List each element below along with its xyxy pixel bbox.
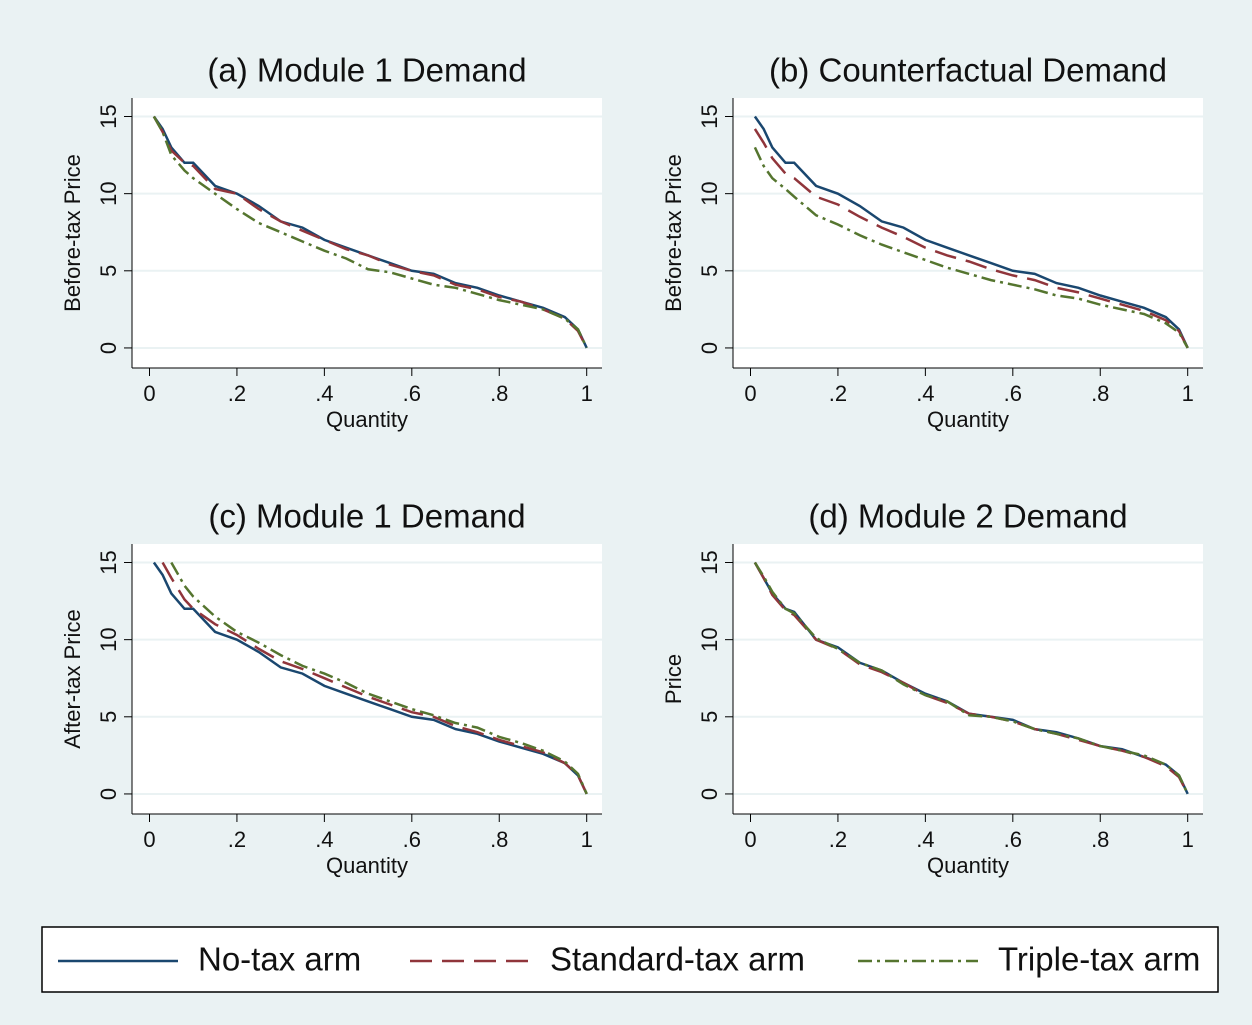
x-tick-label: 0 bbox=[143, 381, 155, 406]
x-tick-label: .2 bbox=[829, 381, 847, 406]
x-tick-label: .2 bbox=[228, 827, 246, 852]
legend-label: No-tax arm bbox=[198, 941, 361, 978]
legend-label: Triple-tax arm bbox=[998, 941, 1200, 978]
x-tick-label: .8 bbox=[1091, 827, 1109, 852]
y-tick-label: 15 bbox=[697, 104, 722, 128]
x-tick-label: .2 bbox=[829, 827, 847, 852]
series-line bbox=[152, 561, 588, 795]
plot-area bbox=[733, 98, 1203, 368]
y-tick-label: 0 bbox=[96, 342, 121, 354]
x-axis-label: Quantity bbox=[927, 407, 1009, 432]
chart-title: (d) Module 2 Demand bbox=[808, 498, 1127, 535]
x-tick-label: 0 bbox=[143, 827, 155, 852]
y-tick-label: 0 bbox=[697, 788, 722, 800]
x-tick-label: 0 bbox=[744, 827, 756, 852]
x-axis-label: Quantity bbox=[326, 853, 408, 878]
y-tick-label: 10 bbox=[96, 627, 121, 651]
y-axis-label: Price bbox=[661, 654, 686, 704]
x-axis-label: Quantity bbox=[326, 407, 408, 432]
x-tick-label: .8 bbox=[490, 827, 508, 852]
series-line bbox=[152, 115, 588, 349]
plot-area bbox=[733, 544, 1203, 814]
x-tick-label: 1 bbox=[581, 381, 593, 406]
x-tick-label: .8 bbox=[490, 381, 508, 406]
chart-title: (c) Module 1 Demand bbox=[208, 498, 525, 535]
y-tick-label: 15 bbox=[697, 550, 722, 574]
x-tick-label: .6 bbox=[403, 827, 421, 852]
series-line bbox=[753, 561, 1189, 795]
y-tick-label: 0 bbox=[96, 788, 121, 800]
chart-title: (a) Module 1 Demand bbox=[207, 52, 526, 89]
y-tick-label: 15 bbox=[96, 104, 121, 128]
x-tick-label: .4 bbox=[315, 827, 333, 852]
y-tick-label: 15 bbox=[96, 550, 121, 574]
y-tick-label: 10 bbox=[96, 181, 121, 205]
x-tick-label: 0 bbox=[744, 381, 756, 406]
x-tick-label: .6 bbox=[1004, 827, 1022, 852]
x-tick-label: .6 bbox=[403, 381, 421, 406]
x-tick-label: .2 bbox=[228, 381, 246, 406]
y-tick-label: 0 bbox=[697, 342, 722, 354]
y-tick-label: 10 bbox=[697, 627, 722, 651]
y-tick-label: 5 bbox=[697, 711, 722, 723]
y-tick-label: 5 bbox=[96, 711, 121, 723]
y-axis-label: Before-tax Price bbox=[60, 154, 85, 312]
series-line bbox=[753, 146, 1189, 349]
legend-box bbox=[41, 926, 1219, 993]
series-line bbox=[152, 115, 588, 349]
x-tick-label: .4 bbox=[315, 381, 333, 406]
x-axis-label: Quantity bbox=[927, 853, 1009, 878]
x-tick-label: 1 bbox=[1182, 827, 1194, 852]
series-line bbox=[753, 128, 1189, 349]
x-tick-label: 1 bbox=[581, 827, 593, 852]
plot-area bbox=[132, 98, 602, 368]
legend-label: Standard-tax arm bbox=[550, 941, 805, 978]
x-tick-label: .4 bbox=[916, 381, 934, 406]
series-line bbox=[170, 561, 588, 795]
x-tick-label: .8 bbox=[1091, 381, 1109, 406]
series-line bbox=[161, 561, 588, 795]
y-axis-label: After-tax Price bbox=[60, 609, 85, 748]
y-tick-label: 5 bbox=[96, 265, 121, 277]
x-tick-label: .6 bbox=[1004, 381, 1022, 406]
x-tick-label: 1 bbox=[1182, 381, 1194, 406]
y-tick-label: 10 bbox=[697, 181, 722, 205]
y-tick-label: 5 bbox=[697, 265, 722, 277]
chart-title: (b) Counterfactual Demand bbox=[769, 52, 1167, 89]
y-axis-label: Before-tax Price bbox=[661, 154, 686, 312]
plot-area bbox=[132, 544, 602, 814]
x-tick-label: .4 bbox=[916, 827, 934, 852]
series-line bbox=[753, 115, 1189, 349]
